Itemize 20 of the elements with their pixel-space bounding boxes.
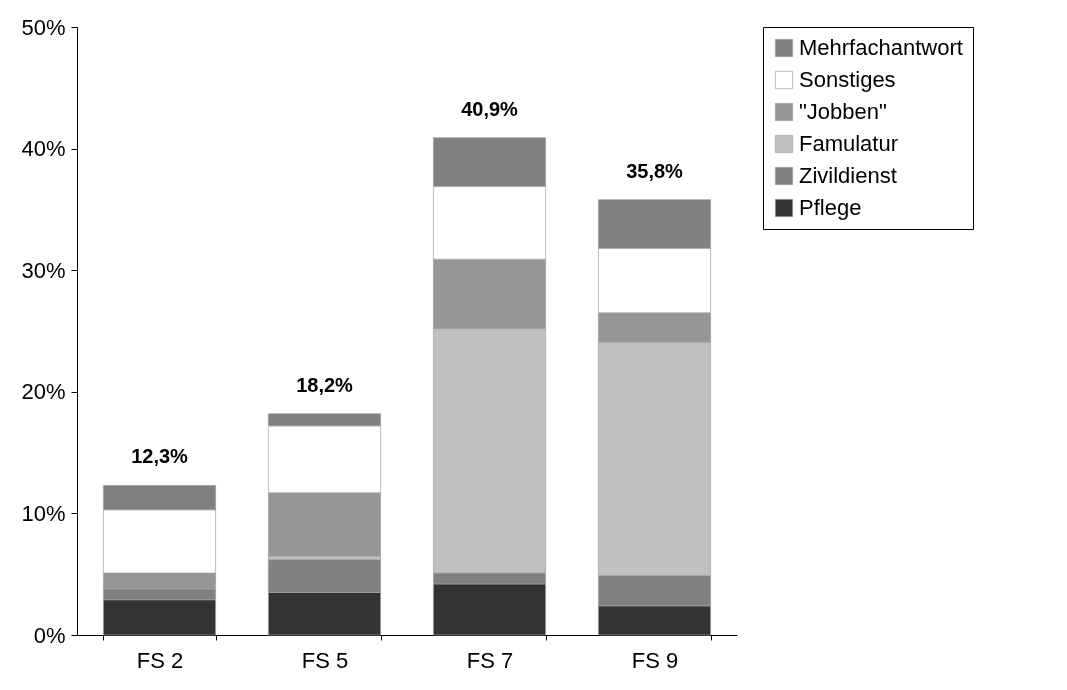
total-label: 35,8% [626,159,684,182]
legend-label: Sonstiges [799,67,896,92]
y-tick-label: 0% [33,622,66,648]
total-label: 18,2% [296,373,354,396]
x-tick-label: FS 5 [301,647,349,673]
x-tick-label: FS 2 [136,647,184,673]
total-label: 40,9% [461,97,519,120]
y-tick-label: 20% [21,379,66,405]
legend-label: Famulatur [799,131,899,156]
y-tick-label: 50% [21,14,66,40]
x-tick-label: FS 7 [466,647,514,673]
legend-label: Mehrfachantwort [799,35,963,60]
legend-label: "Jobben" [799,99,887,124]
x-tick-label: FS 9 [631,647,679,673]
y-tick-label: 10% [21,500,66,526]
y-tick-label: 30% [21,257,66,283]
y-tick-label: 40% [21,136,66,162]
legend-label: Zivildienst [799,163,897,188]
total-label: 12,3% [131,445,189,468]
legend-label: Pflege [799,195,862,220]
